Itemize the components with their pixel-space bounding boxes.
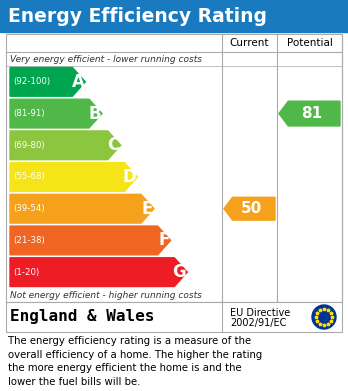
Text: (1-20): (1-20) [13, 268, 39, 277]
Polygon shape [10, 226, 171, 255]
Polygon shape [10, 163, 137, 191]
Text: Very energy efficient - lower running costs: Very energy efficient - lower running co… [10, 54, 202, 63]
Text: 81: 81 [301, 106, 322, 121]
Text: (21-38): (21-38) [13, 236, 45, 245]
Bar [0, 0, 348, 32]
Polygon shape [10, 194, 154, 223]
Text: B: B [88, 104, 101, 122]
Text: (81-91): (81-91) [13, 109, 45, 118]
Text: Energy Efficiency Rating: Energy Efficiency Rating [8, 7, 267, 25]
Text: E: E [142, 200, 153, 218]
Text: D: D [122, 168, 136, 186]
Text: C: C [108, 136, 120, 154]
Text: G: G [173, 263, 186, 281]
Polygon shape [10, 258, 187, 287]
Text: Potential: Potential [286, 38, 332, 48]
Text: (55-68): (55-68) [13, 172, 45, 181]
Text: England & Wales: England & Wales [10, 310, 155, 325]
Text: 2002/91/EC: 2002/91/EC [230, 318, 286, 328]
Polygon shape [10, 131, 121, 160]
Bar [6, 302, 342, 332]
Text: The energy efficiency rating is a measure of the
overall efficiency of a home. T: The energy efficiency rating is a measur… [8, 336, 262, 387]
Text: EU Directive: EU Directive [230, 308, 290, 318]
Text: Current: Current [230, 38, 269, 48]
Polygon shape [10, 99, 102, 128]
Text: F: F [158, 231, 169, 249]
Circle shape [312, 305, 336, 329]
Polygon shape [224, 197, 275, 220]
Text: (92-100): (92-100) [13, 77, 50, 86]
Polygon shape [279, 101, 340, 126]
Text: Not energy efficient - higher running costs: Not energy efficient - higher running co… [10, 291, 202, 300]
Text: 50: 50 [241, 201, 262, 216]
Bar [6, 34, 342, 302]
Text: A: A [71, 73, 84, 91]
Polygon shape [10, 68, 85, 96]
Text: (39-54): (39-54) [13, 204, 45, 213]
Text: (69-80): (69-80) [13, 141, 45, 150]
